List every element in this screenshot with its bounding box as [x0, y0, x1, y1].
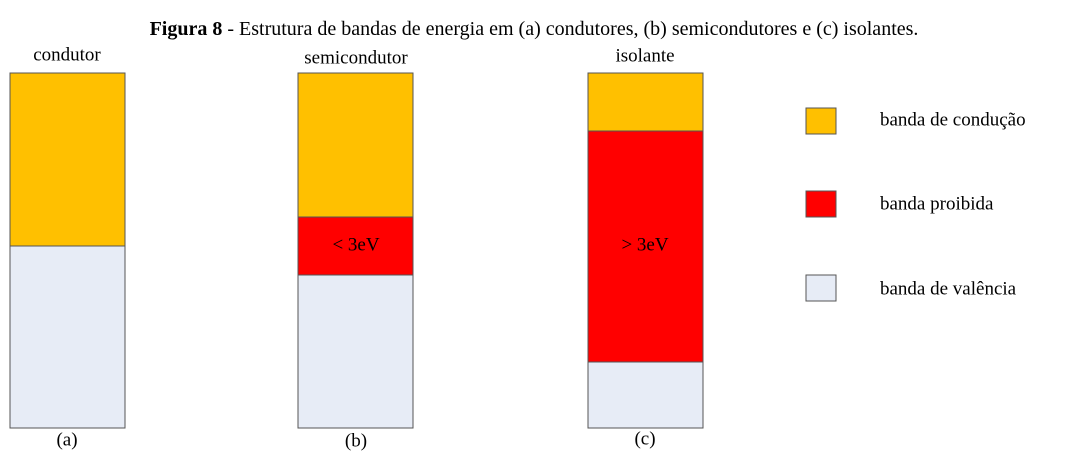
conduction-band: [9, 72, 126, 247]
forbidden-band: [587, 130, 704, 363]
legend-label: banda proibida: [880, 193, 994, 214]
legend-label: banda de condução: [880, 109, 1026, 130]
legend-swatch: [805, 107, 837, 135]
column-caption: (b): [345, 430, 367, 451]
figure-number: Figura 8: [150, 18, 223, 40]
gap-label: > 3eV: [621, 234, 668, 255]
column-label: semicondutor: [304, 47, 408, 68]
column-label: isolante: [615, 45, 674, 66]
valence-band: [587, 361, 704, 429]
legend-label: banda de valência: [880, 278, 1017, 299]
column-label: condutor: [33, 44, 101, 65]
legend-swatch: [805, 190, 837, 218]
column-caption: (a): [56, 429, 77, 450]
figure-caption: - Estrutura de bandas de energia em (a) …: [222, 18, 918, 40]
column-caption: (c): [634, 428, 655, 449]
legend-swatch: [805, 274, 837, 302]
conduction-band: [297, 72, 414, 218]
conduction-band: [587, 72, 704, 132]
figure-title: Figura 8 - Estrutura de bandas de energi…: [150, 18, 919, 40]
valence-band: [297, 274, 414, 429]
forbidden-band: [297, 216, 414, 276]
valence-band: [9, 245, 126, 429]
gap-label: < 3eV: [332, 234, 379, 255]
